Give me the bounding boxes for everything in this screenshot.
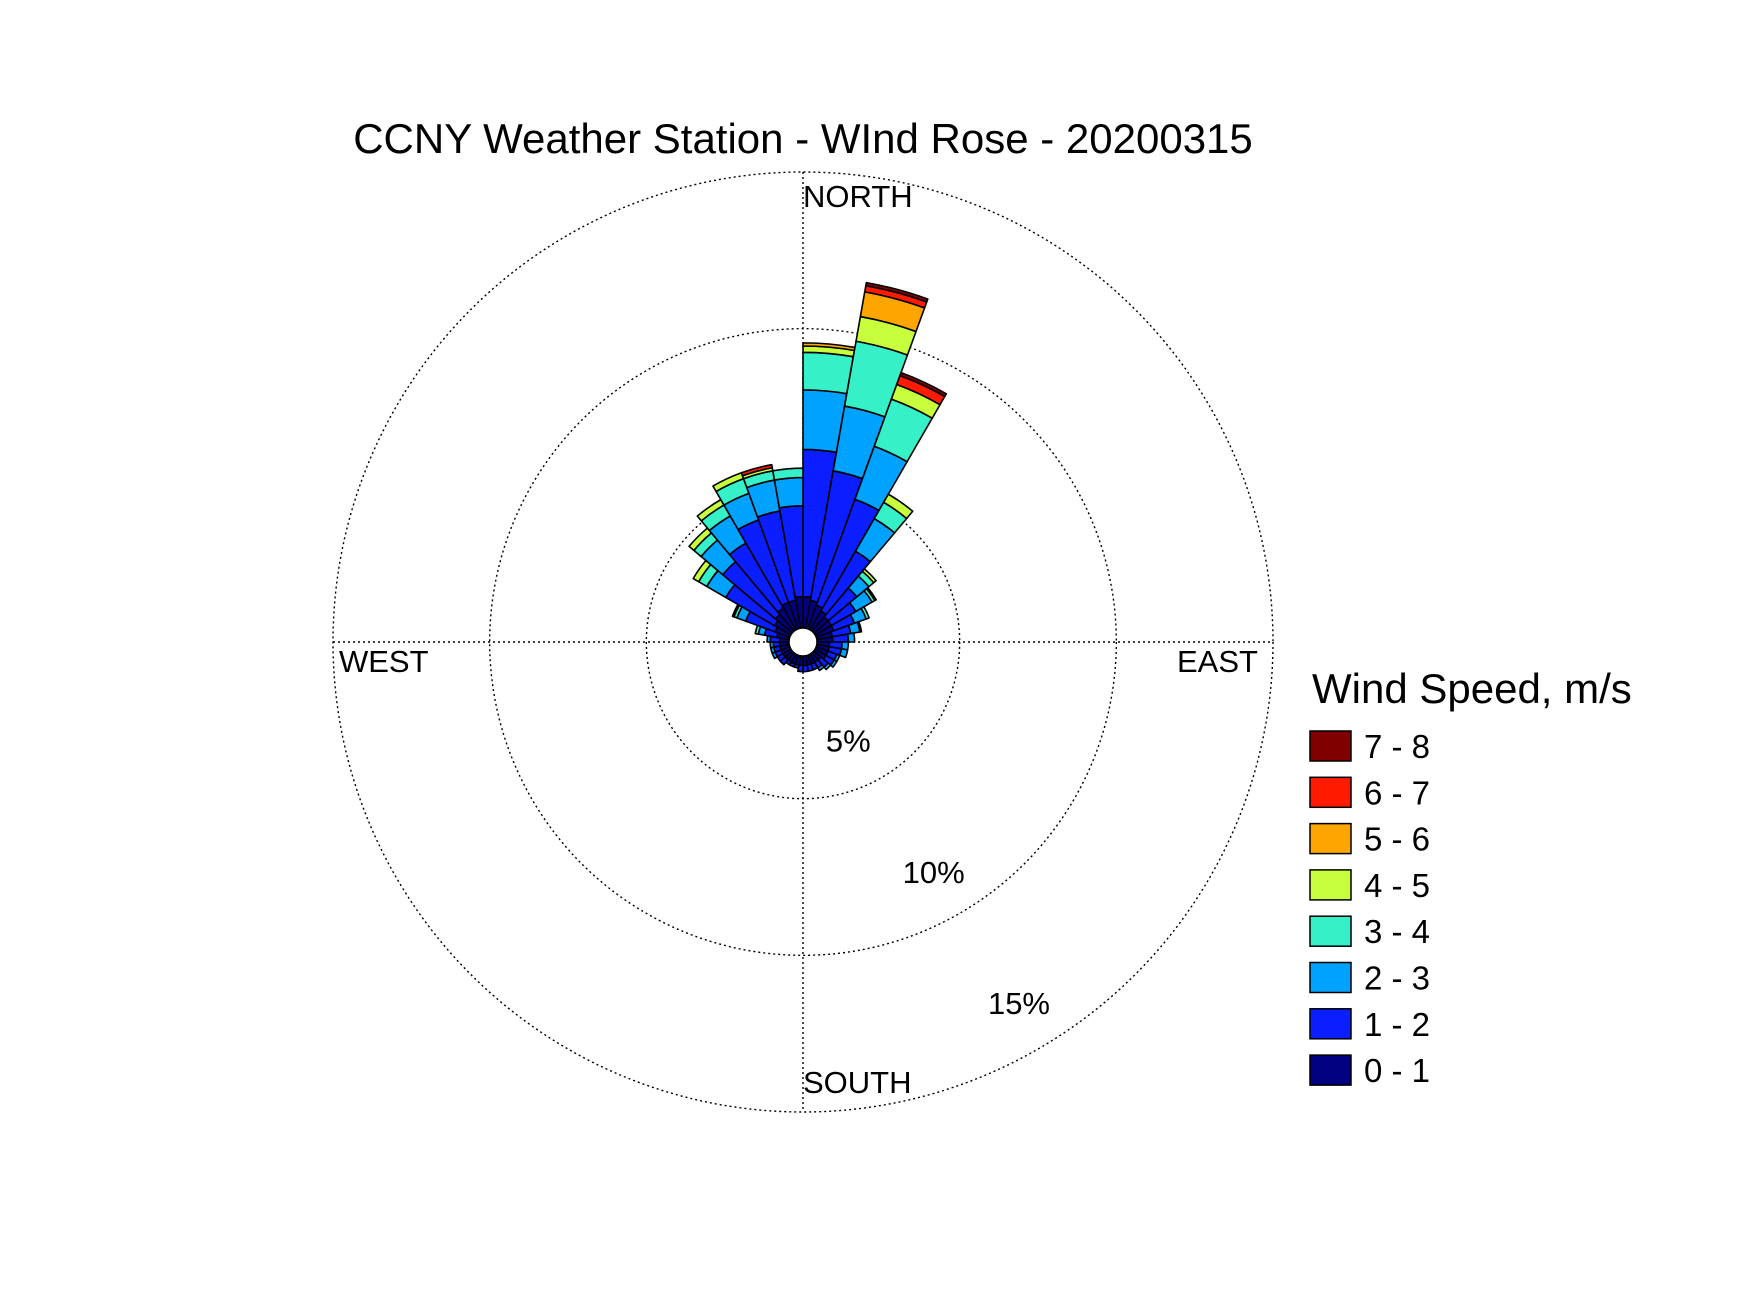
- legend-label-5: 2 - 3: [1364, 960, 1430, 997]
- sector-25-bin-7: [899, 371, 948, 398]
- radial-tick-labels: 5% 10% 15%: [826, 723, 1050, 1021]
- sector-125-bin-2: [829, 659, 838, 668]
- sector-55-bin-4: [865, 586, 877, 602]
- compass-south-label: SOUTH: [803, 1065, 912, 1100]
- compass-east-label: EAST: [1177, 644, 1258, 679]
- sector-145-bin-2: [817, 663, 825, 672]
- sector-355-bin-2: [773, 476, 804, 509]
- radial-tick-label-10: 10%: [903, 855, 965, 890]
- legend-title: Wind Speed, m/s: [1312, 665, 1632, 712]
- legend-swatch-7: [1309, 1054, 1352, 1086]
- sector-5-bin-3: [802, 351, 855, 395]
- sector-355-bin-3: [772, 467, 804, 481]
- sector-45-bin-4: [861, 568, 877, 584]
- legend-swatch-1: [1309, 776, 1352, 809]
- sector-65-bin-3: [860, 606, 870, 620]
- legend-label-3: 4 - 5: [1364, 867, 1430, 904]
- legend-label-7: 0 - 1: [1364, 1052, 1430, 1089]
- sector-15-bin-7: [865, 281, 929, 303]
- legend-swatch-4: [1309, 915, 1352, 947]
- legend-label-4: 3 - 4: [1364, 913, 1430, 950]
- sector-135-bin-2: [823, 662, 832, 671]
- radial-tick-label-15: 15%: [988, 986, 1050, 1021]
- chart-title: CCNY Weather Station - WInd Rose - 20200…: [353, 115, 1253, 162]
- legend-swatch-6: [1309, 1008, 1352, 1040]
- legend-swatch-0: [1309, 730, 1352, 762]
- legend-swatch-3: [1309, 869, 1352, 901]
- compass-west-label: WEST: [339, 644, 429, 679]
- center-circle: [788, 627, 818, 657]
- sector-35-bin-4: [882, 493, 914, 520]
- radial-tick-label-5: 5%: [826, 723, 871, 758]
- legend-swatch-5: [1309, 961, 1352, 994]
- sector-75-bin-3: [856, 620, 863, 633]
- legend-label-6: 1 - 2: [1364, 1006, 1430, 1043]
- sector-345-bin-6: [740, 463, 774, 477]
- legend-label-0: 7 - 8: [1364, 728, 1430, 765]
- compass-north-label: NORTH: [803, 179, 913, 214]
- sector-85-bin-2: [846, 632, 856, 643]
- legend-swatch-2: [1309, 822, 1352, 855]
- legend: 7 - 8 6 - 7 5 - 6 4 - 5 3 - 4 2 - 3 1 - 2 0 - 1: [1309, 728, 1430, 1089]
- sector-105-bin-2: [838, 647, 849, 659]
- legend-label-1: 6 - 7: [1364, 774, 1430, 811]
- sector-stacks: [688, 281, 948, 673]
- legend-label-2: 5 - 6: [1364, 821, 1430, 858]
- sector-265-bin-2: [769, 641, 775, 649]
- center-hole: [788, 627, 818, 657]
